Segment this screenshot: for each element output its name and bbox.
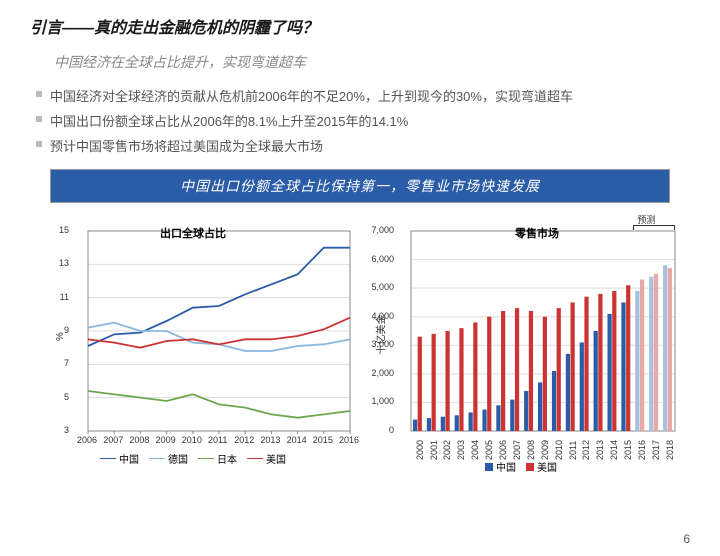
- line-chart-legend: 中国德国日本美国: [100, 451, 286, 466]
- chart-banner: 中国出口份额全球占比保持第一，零售业市场快速发展: [50, 169, 670, 203]
- bar-chart-legend: 中国美国: [485, 459, 557, 474]
- bar-chart-retail-market: 01,0002,0003,0004,0005,0006,0007,0002000…: [365, 213, 670, 483]
- line-chart-export-share: 3579111315200620072008200920102011201220…: [50, 213, 355, 483]
- page-subtitle: 中国经济在全球占比提升，实现弯道超车: [54, 52, 690, 72]
- bullet-item: 中国出口份额全球占比从2006年的8.1%上升至2015年的14.1%: [36, 111, 690, 130]
- line-chart-title: 出口全球占比: [160, 225, 226, 241]
- bar-chart-title: 零售市场: [515, 225, 559, 241]
- bullet-item: 中国经济对全球经济的贡献从危机前2006年的不足20%，上升到现今的30%，实现…: [36, 86, 690, 105]
- bullet-list: 中国经济对全球经济的贡献从危机前2006年的不足20%，上升到现今的30%，实现…: [36, 86, 690, 155]
- page-title: 引言——真的走出金融危机的阴霾了吗？: [30, 14, 690, 38]
- bullet-item: 预计中国零售市场将超过美国成为全球最大市场: [36, 136, 690, 155]
- page-number: 6: [683, 532, 690, 546]
